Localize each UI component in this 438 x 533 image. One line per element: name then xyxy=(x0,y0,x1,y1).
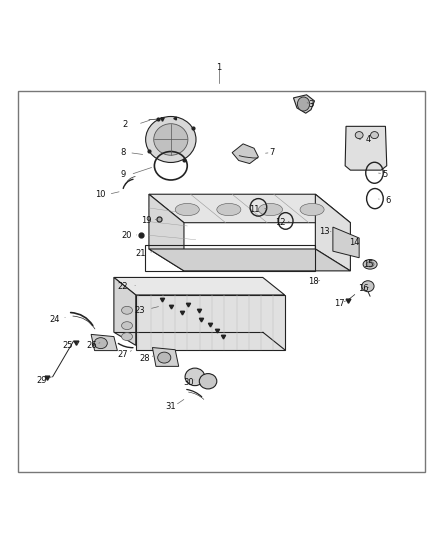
Ellipse shape xyxy=(94,338,107,349)
Ellipse shape xyxy=(199,374,217,389)
Text: 16: 16 xyxy=(358,284,369,293)
Text: 9: 9 xyxy=(120,170,125,179)
Text: 2: 2 xyxy=(122,119,127,128)
Text: 7: 7 xyxy=(269,148,274,157)
Text: 28: 28 xyxy=(139,354,150,363)
Ellipse shape xyxy=(300,204,324,216)
Ellipse shape xyxy=(175,204,199,216)
Text: 27: 27 xyxy=(117,350,128,359)
Text: 26: 26 xyxy=(87,341,97,350)
Text: 20: 20 xyxy=(122,231,132,240)
Ellipse shape xyxy=(217,204,241,216)
Text: 6: 6 xyxy=(385,196,390,205)
Polygon shape xyxy=(149,194,350,223)
Ellipse shape xyxy=(363,260,377,269)
Polygon shape xyxy=(149,194,184,271)
FancyArrowPatch shape xyxy=(239,156,258,158)
FancyArrowPatch shape xyxy=(118,343,133,348)
Text: 12: 12 xyxy=(275,218,286,227)
Polygon shape xyxy=(91,334,117,351)
FancyArrowPatch shape xyxy=(188,392,204,399)
Ellipse shape xyxy=(145,117,196,163)
Text: 30: 30 xyxy=(183,378,194,387)
Ellipse shape xyxy=(158,352,171,363)
Ellipse shape xyxy=(121,322,132,329)
Text: 17: 17 xyxy=(334,299,345,308)
Ellipse shape xyxy=(297,97,310,111)
Text: 22: 22 xyxy=(117,282,128,290)
Text: 21: 21 xyxy=(135,249,145,258)
Text: 11: 11 xyxy=(249,205,259,214)
Text: 31: 31 xyxy=(166,402,176,411)
Text: 24: 24 xyxy=(49,314,60,324)
Text: 13: 13 xyxy=(319,227,329,236)
Text: 3: 3 xyxy=(308,100,314,109)
Polygon shape xyxy=(149,249,350,271)
FancyArrowPatch shape xyxy=(126,176,135,185)
Ellipse shape xyxy=(185,368,205,386)
Polygon shape xyxy=(114,278,285,295)
Text: 25: 25 xyxy=(63,341,73,350)
Polygon shape xyxy=(315,194,350,271)
FancyArrowPatch shape xyxy=(187,390,202,397)
Text: 10: 10 xyxy=(95,190,106,199)
Ellipse shape xyxy=(355,132,363,139)
Text: 23: 23 xyxy=(135,306,145,315)
Polygon shape xyxy=(345,126,387,170)
Text: 19: 19 xyxy=(141,216,152,225)
Ellipse shape xyxy=(258,204,283,216)
Text: 8: 8 xyxy=(120,148,125,157)
Text: 1: 1 xyxy=(216,63,222,72)
Polygon shape xyxy=(114,278,136,345)
Ellipse shape xyxy=(154,124,188,155)
Ellipse shape xyxy=(121,306,132,314)
Polygon shape xyxy=(152,348,179,366)
Text: 5: 5 xyxy=(383,170,388,179)
Text: 15: 15 xyxy=(363,260,373,269)
Text: 14: 14 xyxy=(350,238,360,247)
Ellipse shape xyxy=(371,132,378,139)
FancyArrowPatch shape xyxy=(73,316,95,329)
FancyArrowPatch shape xyxy=(123,179,133,189)
Polygon shape xyxy=(333,227,359,258)
Polygon shape xyxy=(293,95,314,113)
Polygon shape xyxy=(232,144,258,164)
Polygon shape xyxy=(136,295,285,350)
Text: 4: 4 xyxy=(365,135,371,144)
FancyArrowPatch shape xyxy=(71,312,93,326)
Ellipse shape xyxy=(362,281,374,292)
Text: 18: 18 xyxy=(308,277,318,286)
Ellipse shape xyxy=(366,262,374,267)
Bar xyxy=(18,91,425,472)
Text: 29: 29 xyxy=(36,376,47,385)
Ellipse shape xyxy=(121,333,132,341)
